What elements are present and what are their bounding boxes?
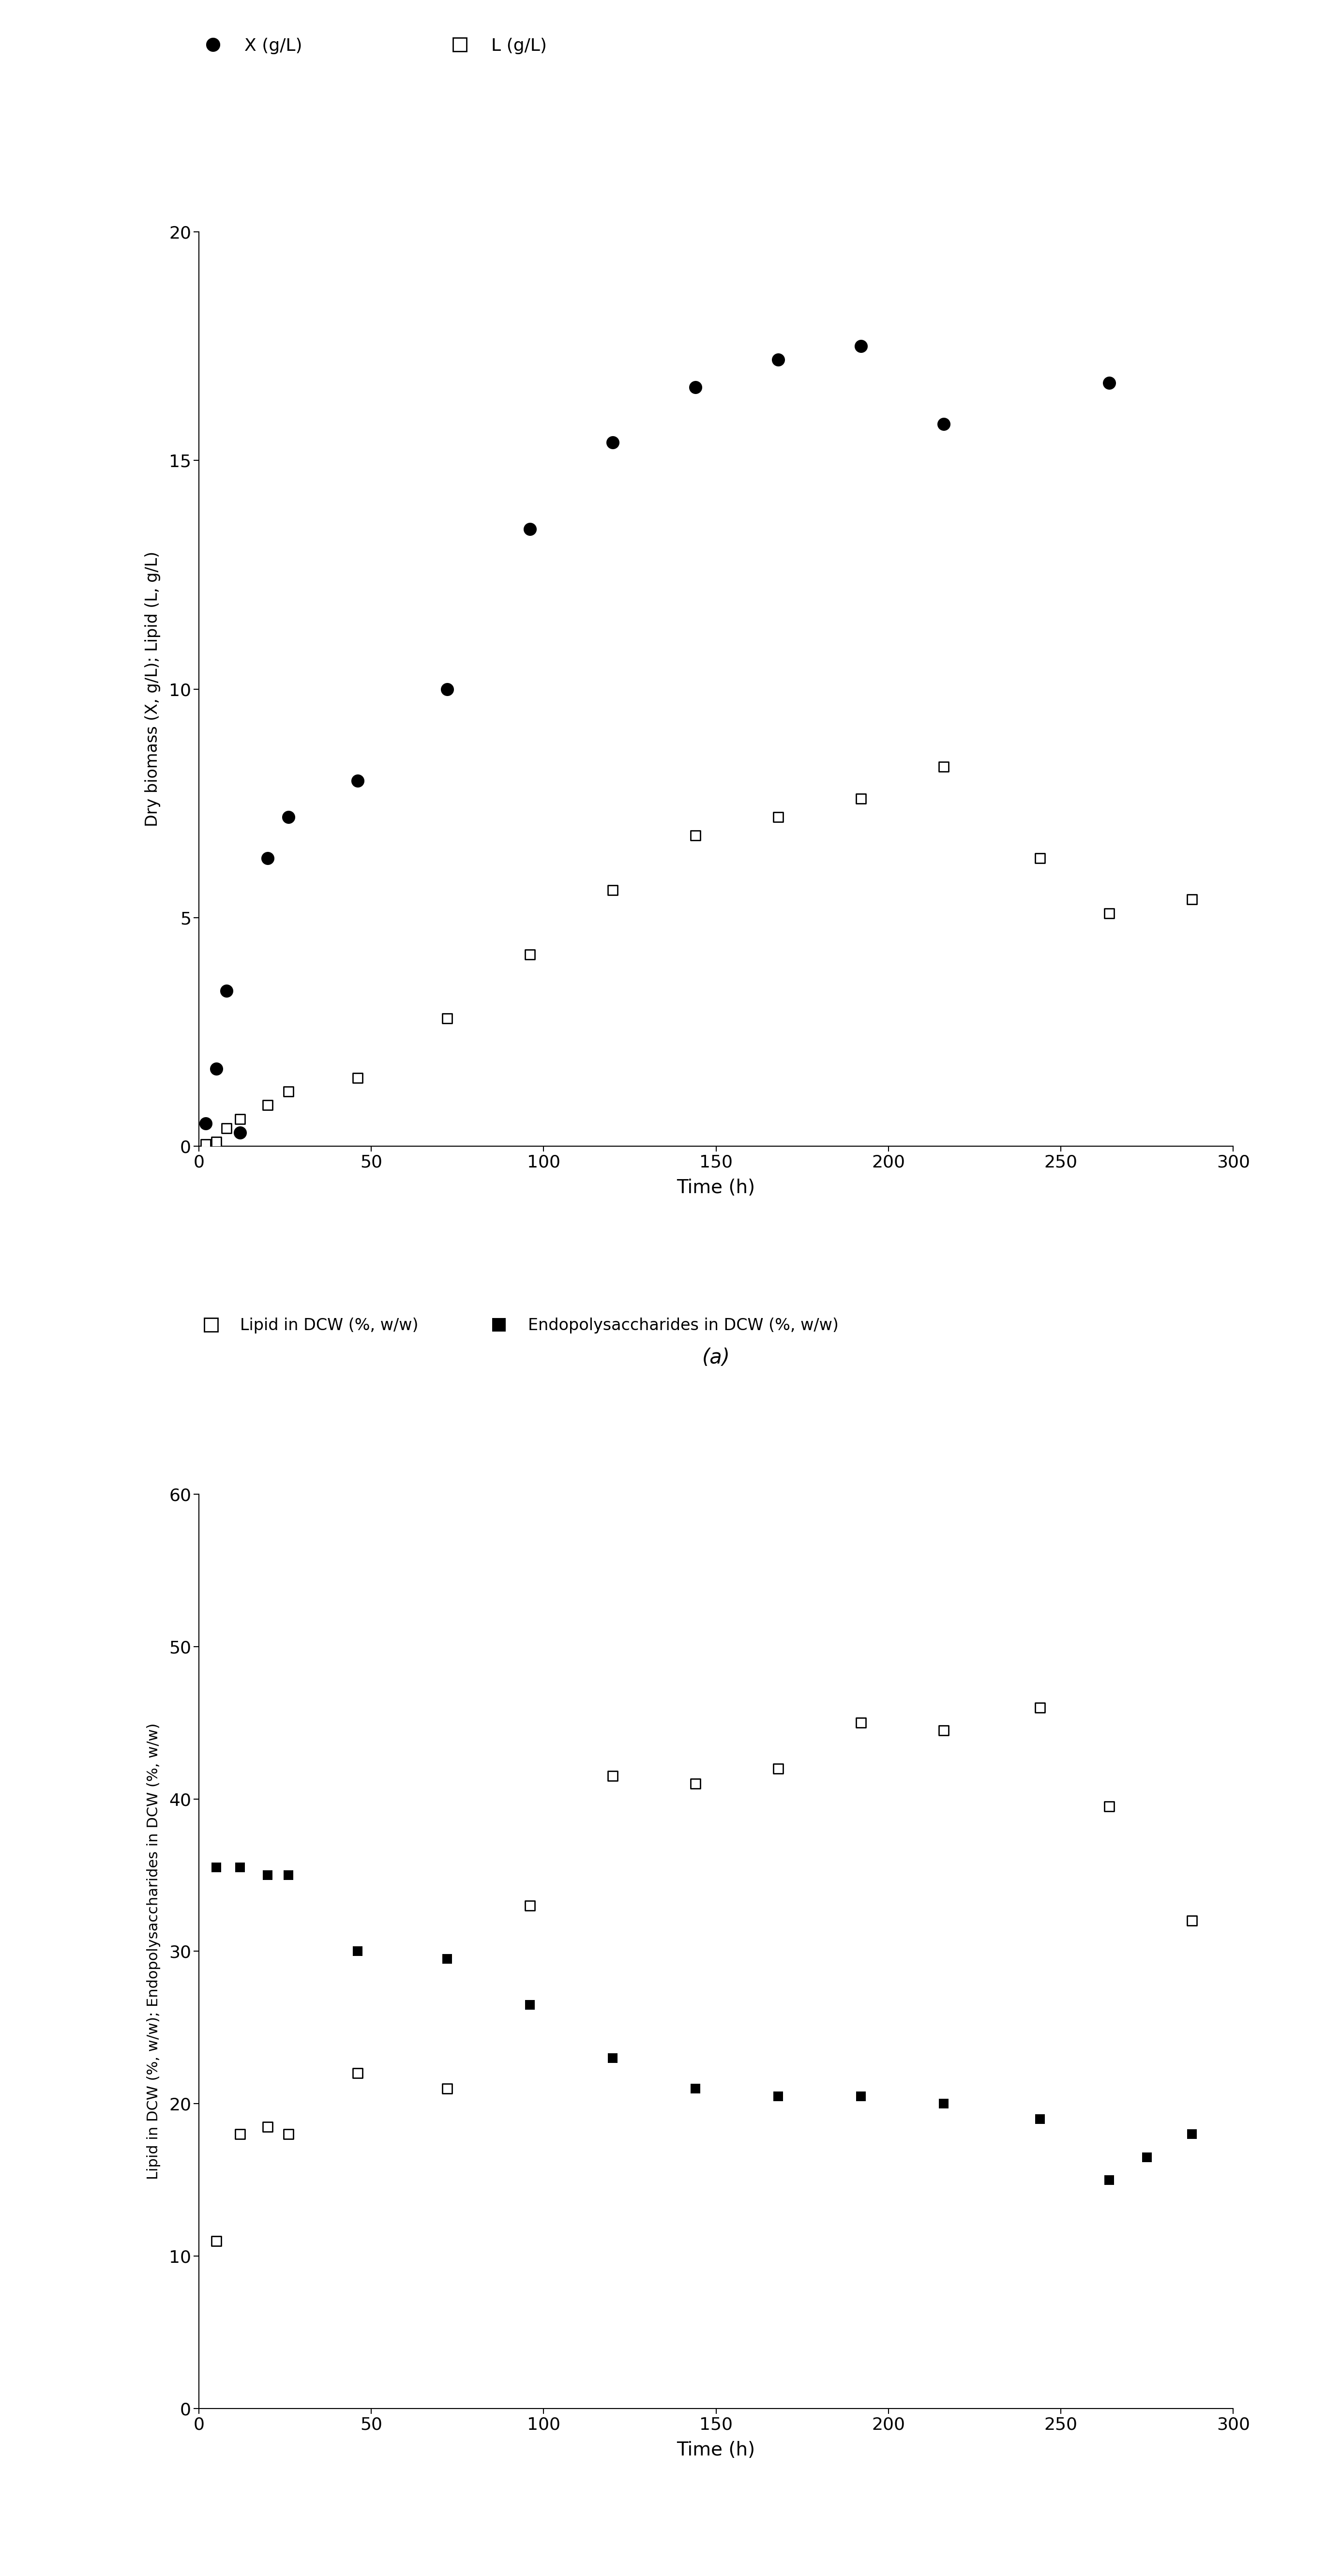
Point [436,997,457,1038]
Point [278,1855,300,1896]
Point [1181,2112,1203,2154]
Point [206,1847,227,1888]
Point [1098,2159,1119,2200]
Point [257,2107,278,2148]
Point [1181,878,1203,920]
Point [934,2084,955,2125]
Point [1136,2136,1158,2177]
Point [684,1762,705,1803]
Point [257,1084,278,1126]
Point [278,2112,300,2154]
Text: (a): (a) [701,1347,731,1368]
Point [684,814,705,855]
Point [278,1072,300,1113]
Point [206,1121,227,1162]
Point [934,1710,955,1752]
Point [602,2038,623,2079]
Point [602,422,623,464]
Point [850,325,871,366]
Point [229,2112,251,2154]
Point [257,837,278,878]
Point [1098,891,1119,933]
Point [278,796,300,837]
Point [216,971,237,1012]
Point [195,1123,216,1164]
Point [520,1886,541,1927]
Point [1029,2099,1050,2141]
Legend: Lipid in DCW (%, w/w), Endopolysaccharides in DCW (%, w/w): Lipid in DCW (%, w/w), Endopolysaccharid… [188,1311,845,1340]
Point [347,1932,369,1973]
Point [1098,363,1119,404]
Point [195,1103,216,1144]
Y-axis label: Lipid in DCW (%, w/w); Endopolysaccharides in DCW (%, w/w): Lipid in DCW (%, w/w); Endopolysaccharid… [147,1723,160,2179]
Point [1029,1687,1050,1728]
Point [602,1754,623,1795]
X-axis label: Time (h): Time (h) [676,2442,756,2460]
Point [684,366,705,407]
Point [850,778,871,819]
Point [206,1048,227,1090]
X-axis label: Time (h): Time (h) [676,1180,756,1198]
Point [850,2076,871,2117]
Point [520,507,541,549]
Point [216,1108,237,1149]
Point [1029,837,1050,878]
Point [934,747,955,788]
Point [1098,1785,1119,1826]
Point [229,1847,251,1888]
Point [1181,1901,1203,1942]
Point [347,1056,369,1097]
Point [436,667,457,708]
Point [257,1855,278,1896]
Point [684,2069,705,2110]
Point [436,1937,457,1978]
Point [347,760,369,801]
Point [768,1749,789,1790]
Y-axis label: Dry biomass (X, g/L); Lipid (L, g/L): Dry biomass (X, g/L); Lipid (L, g/L) [145,551,160,827]
Point [602,871,623,912]
Point [520,933,541,974]
Point [850,1703,871,1744]
Point [206,2221,227,2262]
Legend: X (g/L), L (g/L): X (g/L), L (g/L) [188,31,554,62]
Point [768,340,789,381]
Point [229,1097,251,1139]
Point [768,796,789,837]
Point [229,1113,251,1154]
Point [347,2053,369,2094]
Point [436,2069,457,2110]
Point [768,2076,789,2117]
Point [520,1984,541,2025]
Point [934,404,955,446]
